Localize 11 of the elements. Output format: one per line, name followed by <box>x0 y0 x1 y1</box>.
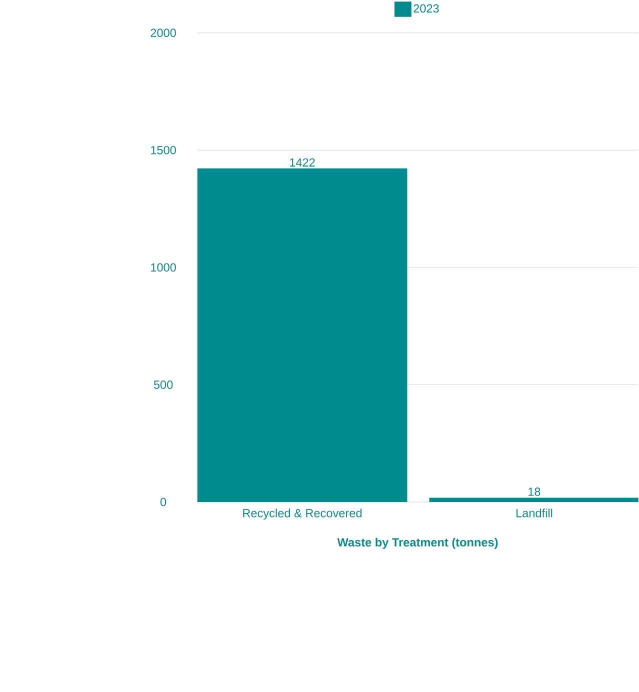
y-tick-label: 1500 <box>151 146 176 154</box>
legend-label: 2023 <box>414 4 439 13</box>
y-tick-label: 500 <box>154 380 173 389</box>
y-tick-label: 1000 <box>151 263 176 272</box>
data-label: 18 <box>528 488 540 496</box>
x-tick-label: Recycled & Recovered <box>243 508 362 520</box>
y-tick-label: 0 <box>160 498 166 506</box>
y-tick-label: 2000 <box>150 28 176 38</box>
x-tick-label: Landfill <box>516 508 552 518</box>
data-label: 1422 <box>290 158 315 167</box>
x-axis-title: Waste by Treatment (tonnes) <box>337 538 498 549</box>
